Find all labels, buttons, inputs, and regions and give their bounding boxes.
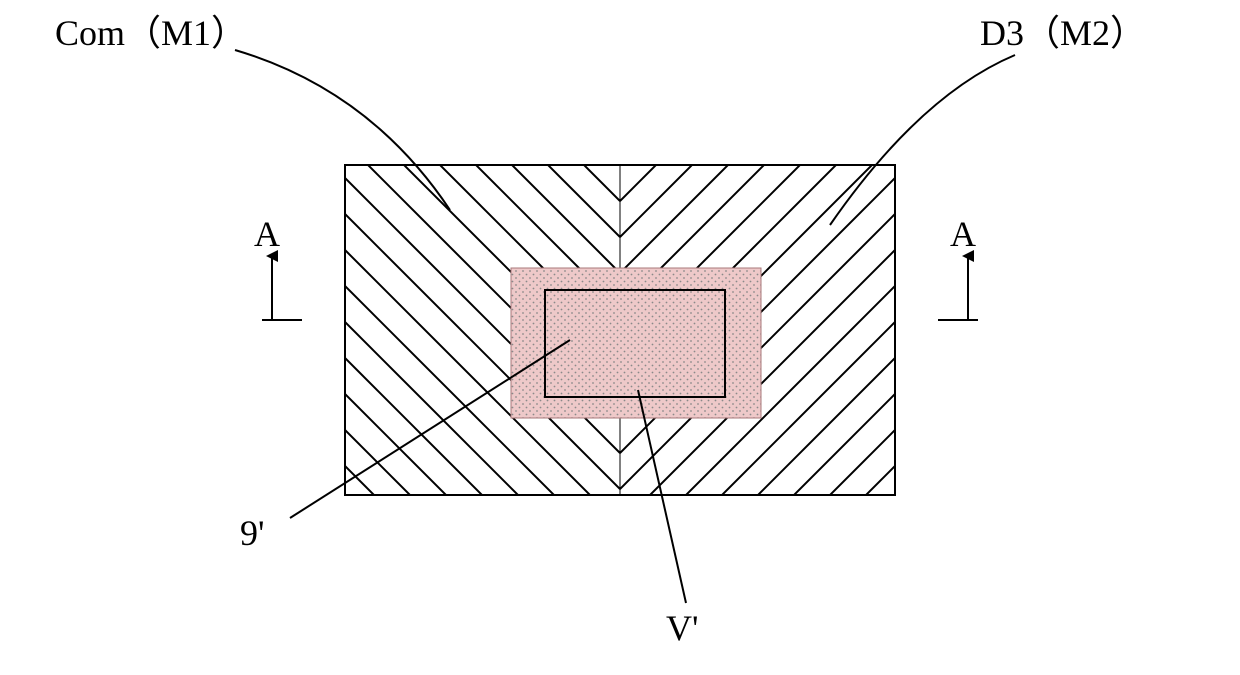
label-section-a-left: A xyxy=(254,214,280,254)
label-com-m1: Com（M1） xyxy=(55,13,247,53)
label-section-a-right: A xyxy=(950,214,976,254)
label-d3-m2: D3（M2） xyxy=(980,13,1146,53)
label-nine-prime: 9' xyxy=(240,513,265,553)
label-v-prime: V' xyxy=(666,608,698,648)
section-marker-right xyxy=(938,256,978,320)
section-marker-left xyxy=(262,256,302,320)
